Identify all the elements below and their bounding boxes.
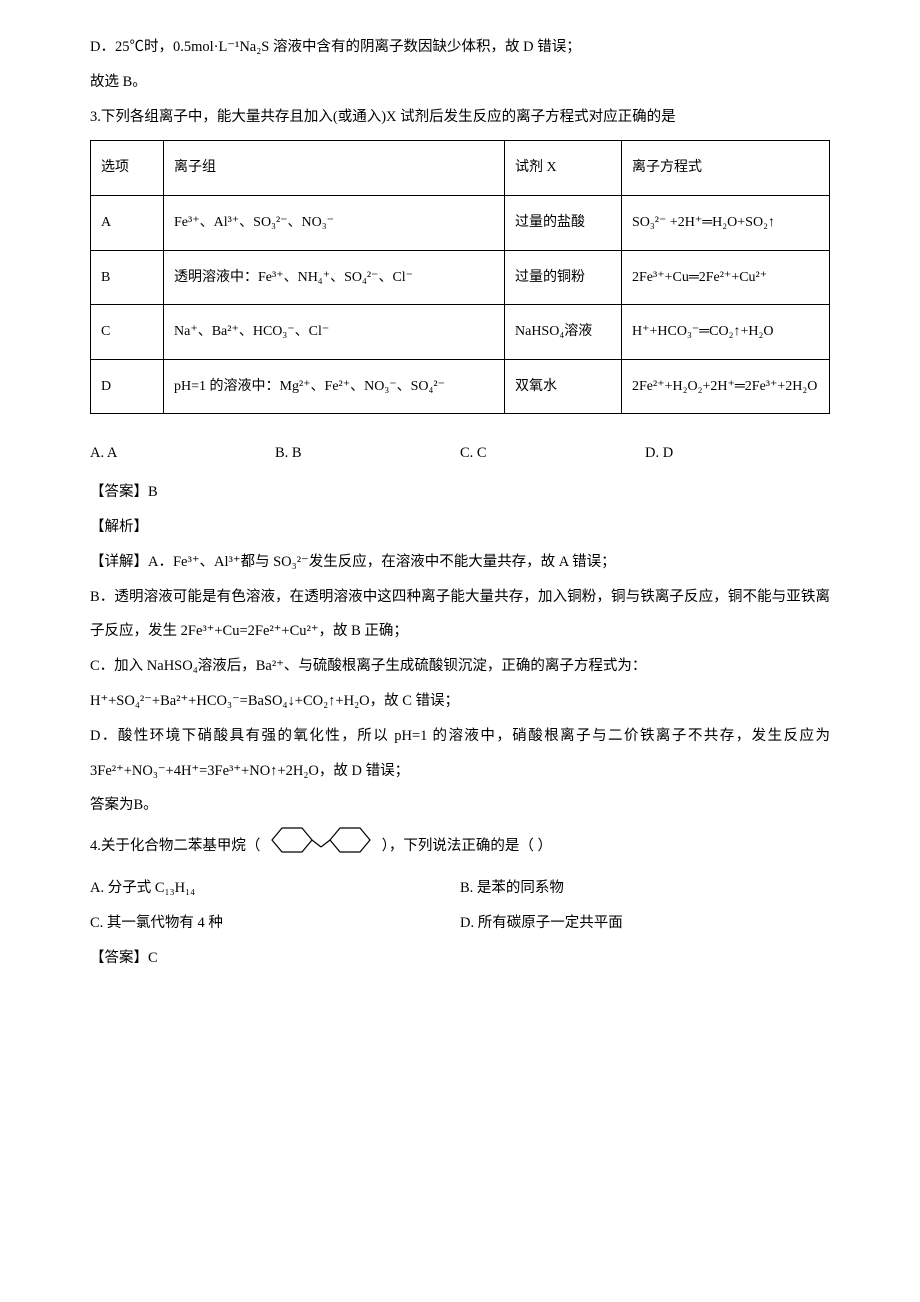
cell-reagent: 过量的铜粉 <box>505 250 622 305</box>
table-row: D pH=1 的溶液中：Mg²⁺、Fe²⁺、NO₃⁻、SO₄²⁻ 双氧水 2Fe… <box>91 359 830 414</box>
cell-ions: Fe³⁺、Al³⁺、SO₃²⁻、NO₃⁻ <box>164 195 505 250</box>
choice-row: A. A B. B C. C D. D <box>90 436 830 471</box>
cell-ions: Na⁺、Ba²⁺、HCO₃⁻、Cl⁻ <box>164 305 505 360</box>
choice-row: C. 其一氯代物有 4 种 D. 所有碳原子一定共平面 <box>90 906 830 941</box>
cell-reagent: NaHSO₄溶液 <box>505 305 622 360</box>
answer-label: 【答案】C <box>90 941 830 976</box>
answer-label: 【答案】B <box>90 475 830 510</box>
cell-option: A <box>91 195 164 250</box>
choice-C: C. C <box>460 436 645 471</box>
text-line: D．25℃时，0.5mol·L⁻¹Na₂S 溶液中含有的阴离子数因缺少体积，故 … <box>90 30 830 65</box>
choice-B: B. B <box>275 436 460 471</box>
detail-line: D．酸性环境下硝酸具有强的氧化性，所以 pH=1 的溶液中，硝酸根离子与二价铁离… <box>90 719 830 789</box>
conclusion-line: 答案为B。 <box>90 788 830 823</box>
choice-A: A. A <box>90 436 275 471</box>
table-header-row: 选项 离子组 试剂 X 离子方程式 <box>91 141 830 196</box>
detail-line: 【详解】A．Fe³⁺、Al³⁺都与 SO₃²⁻发生反应，在溶液中不能大量共存，故… <box>90 545 830 580</box>
detail-line: B．透明溶液可能是有色溶液，在透明溶液中这四种离子能大量共存，加入铜粉，铜与铁离… <box>90 580 830 650</box>
diphenylmethane-icon <box>264 823 378 871</box>
choice-D: D. D <box>645 436 830 471</box>
table-row: C Na⁺、Ba²⁺、HCO₃⁻、Cl⁻ NaHSO₄溶液 H⁺+HCO₃⁻═C… <box>91 305 830 360</box>
cell-reagent: 过量的盐酸 <box>505 195 622 250</box>
cell-option: B <box>91 250 164 305</box>
th-ions: 离子组 <box>164 141 505 196</box>
text-line: 故选 B。 <box>90 65 830 100</box>
choice-B: B. 是苯的同系物 <box>460 871 830 906</box>
table-row: A Fe³⁺、Al³⁺、SO₃²⁻、NO₃⁻ 过量的盐酸 SO₃²⁻ +2H⁺═… <box>91 195 830 250</box>
choice-A: A. 分子式 C₁₃H₁₄ <box>90 871 460 906</box>
question-stem: 3.下列各组离子中，能大量共存且加入(或通入)X 试剂后发生反应的离子方程式对应… <box>90 100 830 135</box>
cell-equation: 2Fe²⁺+H₂O₂+2H⁺═2Fe³⁺+2H₂O <box>622 359 830 414</box>
cell-option: D <box>91 359 164 414</box>
cell-equation: SO₃²⁻ +2H⁺═H₂O+SO₂↑ <box>622 195 830 250</box>
cell-reagent: 双氧水 <box>505 359 622 414</box>
cell-ions: 透明溶液中：Fe³⁺、NH₄⁺、SO₄²⁻、Cl⁻ <box>164 250 505 305</box>
detail-line: C．加入 NaHSO₄溶液后，Ba²⁺、与硫酸根离子生成硫酸钡沉淀，正确的离子方… <box>90 649 830 684</box>
choice-row: A. 分子式 C₁₃H₁₄ B. 是苯的同系物 <box>90 871 830 906</box>
q4-text-before: 4.关于化合物二苯基甲烷（ <box>90 838 260 854</box>
question-stem: 4.关于化合物二苯基甲烷（ ），下列说法正确的是（ ） <box>90 823 830 871</box>
analysis-label: 【解析】 <box>90 510 830 545</box>
cell-equation: H⁺+HCO₃⁻═CO₂↑+H₂O <box>622 305 830 360</box>
choice-D: D. 所有碳原子一定共平面 <box>460 906 830 941</box>
choice-C: C. 其一氯代物有 4 种 <box>90 906 460 941</box>
options-table: 选项 离子组 试剂 X 离子方程式 A Fe³⁺、Al³⁺、SO₃²⁻、NO₃⁻… <box>90 140 830 414</box>
cell-option: C <box>91 305 164 360</box>
th-option: 选项 <box>91 141 164 196</box>
table-row: B 透明溶液中：Fe³⁺、NH₄⁺、SO₄²⁻、Cl⁻ 过量的铜粉 2Fe³⁺+… <box>91 250 830 305</box>
th-equation: 离子方程式 <box>622 141 830 196</box>
cell-ions: pH=1 的溶液中：Mg²⁺、Fe²⁺、NO₃⁻、SO₄²⁻ <box>164 359 505 414</box>
detail-line: H⁺+SO₄²⁻+Ba²⁺+HCO₃⁻=BaSO₄↓+CO₂↑+H₂O，故 C … <box>90 684 830 719</box>
th-reagent: 试剂 X <box>505 141 622 196</box>
cell-equation: 2Fe³⁺+Cu═2Fe²⁺+Cu²⁺ <box>622 250 830 305</box>
q4-text-after: ），下列说法正确的是（ ） <box>382 838 552 854</box>
